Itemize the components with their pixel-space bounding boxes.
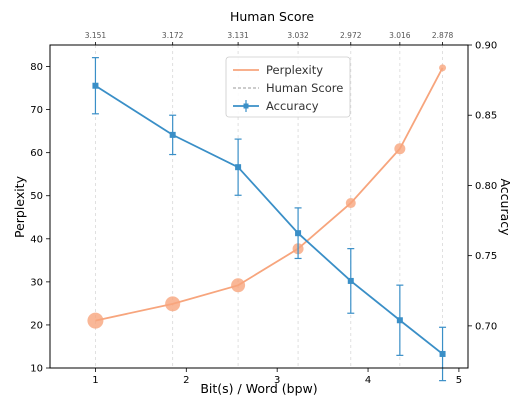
- human-score-label: 3.016: [389, 31, 411, 40]
- y-right-tick-label: 0.85: [475, 111, 497, 122]
- y-left-tick-label: 40: [30, 234, 43, 245]
- legend-perplexity-label: Perplexity: [266, 63, 323, 77]
- accuracy-line: [94, 84, 444, 355]
- legend-human-score-label: Human Score: [266, 81, 343, 95]
- perplexity-point: [231, 278, 246, 293]
- human-score-label: 2.972: [340, 31, 362, 40]
- legend-accuracy-marker: [243, 103, 249, 109]
- accuracy-point: [295, 230, 302, 237]
- perplexity-point: [394, 143, 406, 155]
- accuracy-point: [396, 317, 403, 324]
- y-left-tick-label: 70: [30, 105, 43, 116]
- human-score-label: 2.878: [432, 31, 454, 40]
- plot-frame: [49, 44, 469, 369]
- perplexity-point: [439, 64, 447, 72]
- perplexity-point: [345, 198, 356, 209]
- accuracy-point: [347, 277, 354, 284]
- accuracy-point: [92, 82, 99, 89]
- y-left-tick-label: 20: [30, 320, 43, 331]
- y-left-tick-label: 60: [30, 148, 43, 159]
- y-left-tick-label: 10: [30, 364, 43, 375]
- human-score-label: 3.032: [287, 31, 309, 40]
- y-left-tick-label: 50: [30, 191, 43, 202]
- chart-title: Human Score: [230, 9, 314, 24]
- legend: Perplexity Human Score Accuracy: [225, 56, 351, 118]
- legend-box: [225, 56, 351, 118]
- x-tick-label: 4: [365, 375, 371, 386]
- y-left-tick-label: 30: [30, 277, 43, 288]
- accuracy-point: [235, 164, 242, 171]
- human-score-label: 3.151: [85, 31, 107, 40]
- x-tick-label: 2: [183, 375, 189, 386]
- legend-accuracy-label: Accuracy: [266, 99, 319, 113]
- human-score-label: 3.131: [227, 31, 249, 40]
- perplexity-point: [87, 312, 104, 329]
- accuracy-point: [169, 131, 176, 138]
- accuracy-point: [439, 350, 446, 357]
- x-tick-label: 3: [274, 375, 280, 386]
- y-right-tick-label: 0.70: [475, 321, 497, 332]
- human-score-label: 3.172: [162, 31, 184, 40]
- y-right-tick-label: 0.75: [475, 251, 497, 262]
- y-right-tick-label: 0.90: [475, 41, 497, 52]
- axis-layer: 3.151 3.172 3.131 3.032 2.972 3.016 2.878 1 2 3 4 5…: [30, 31, 497, 386]
- x-tick-label: 1: [92, 375, 98, 386]
- perplexity-point: [165, 296, 181, 312]
- y-left-tick-label: 80: [30, 62, 43, 73]
- x-tick-label: 5: [456, 375, 462, 386]
- y-axis-right-label: Accuracy: [498, 178, 513, 236]
- x-axis-label: Bit(s) / Word (bpw): [200, 381, 317, 396]
- plot-layer: [87, 57, 447, 382]
- y-right-tick-label: 0.80: [475, 181, 497, 192]
- y-axis-left-label: Perplexity: [12, 175, 27, 238]
